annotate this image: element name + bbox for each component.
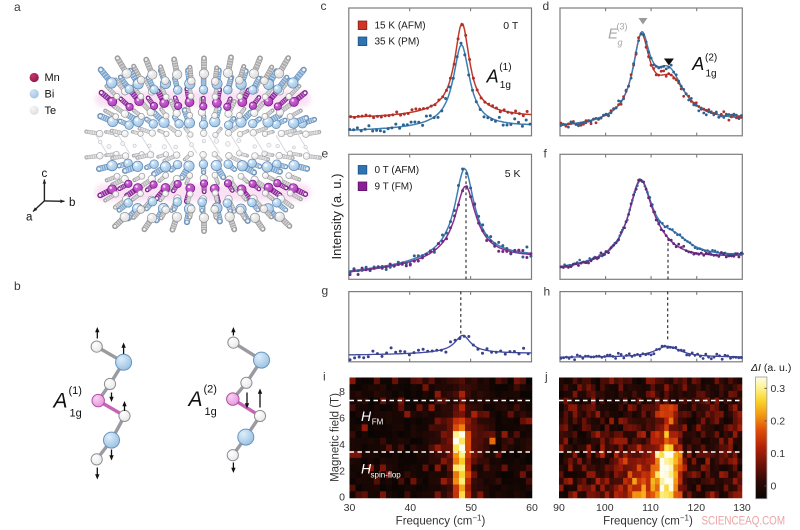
svg-text:d: d — [543, 0, 550, 13]
svg-text:Frequency (cm−1): Frequency (cm−1) — [396, 514, 486, 528]
svg-text:120: 120 — [688, 502, 706, 514]
svg-text:Bi: Bi — [45, 89, 55, 101]
svg-text:(2): (2) — [204, 384, 217, 396]
svg-text:A: A — [486, 67, 499, 87]
svg-text:ΔI (a. u.): ΔI (a. u.) — [750, 362, 791, 374]
svg-text:(1): (1) — [69, 385, 82, 397]
svg-text:30: 30 — [344, 502, 356, 514]
svg-text:c: c — [321, 0, 327, 13]
svg-text:0 T (AFM): 0 T (AFM) — [375, 165, 420, 176]
svg-text:(2): (2) — [705, 53, 717, 64]
svg-text:1g: 1g — [205, 406, 217, 418]
svg-text:Mn: Mn — [45, 72, 60, 84]
svg-text:b: b — [69, 197, 75, 209]
svg-text:A: A — [187, 388, 203, 411]
svg-text:5 K: 5 K — [505, 168, 521, 180]
svg-text:Magnetic field (T): Magnetic field (T) — [330, 393, 342, 482]
svg-text:Frequency (cm−1): Frequency (cm−1) — [603, 514, 693, 528]
svg-text:4: 4 — [339, 439, 345, 451]
svg-text:g: g — [618, 37, 623, 47]
svg-text:(3): (3) — [617, 22, 628, 32]
svg-text:E: E — [608, 26, 619, 43]
svg-text:A: A — [691, 54, 704, 74]
svg-text:h: h — [544, 285, 551, 299]
svg-text:0 T: 0 T — [503, 20, 519, 32]
svg-text:40: 40 — [404, 502, 416, 514]
svg-text:15 K (AFM): 15 K (AFM) — [375, 20, 426, 31]
svg-text:6: 6 — [339, 413, 345, 425]
svg-text:50: 50 — [465, 502, 477, 514]
svg-text:FM: FM — [372, 418, 384, 427]
svg-text:0.3: 0.3 — [771, 383, 786, 395]
svg-text:90: 90 — [553, 502, 565, 514]
svg-text:(1): (1) — [499, 62, 511, 73]
svg-text:a: a — [14, 0, 21, 14]
svg-text:Te: Te — [45, 105, 57, 117]
svg-text:0.1: 0.1 — [771, 448, 786, 460]
svg-text:1g: 1g — [70, 408, 82, 420]
svg-text:0: 0 — [339, 492, 345, 504]
svg-text:Intensity (a. u.): Intensity (a. u.) — [329, 174, 344, 260]
svg-text:i: i — [323, 369, 326, 383]
svg-text:9 T (FM): 9 T (FM) — [375, 182, 413, 193]
svg-text:g: g — [322, 284, 329, 298]
svg-text:spin-flop: spin-flop — [371, 470, 402, 479]
svg-text:c: c — [42, 168, 48, 180]
svg-text:1g: 1g — [500, 80, 511, 91]
svg-text:SCIENCEAQ.COM: SCIENCEAQ.COM — [702, 516, 786, 528]
svg-text:H: H — [361, 408, 372, 424]
svg-text:60: 60 — [526, 502, 538, 514]
svg-text:0.2: 0.2 — [771, 416, 786, 428]
svg-text:e: e — [322, 147, 329, 161]
svg-text:0: 0 — [771, 481, 777, 493]
svg-text:35 K (PM): 35 K (PM) — [375, 36, 420, 47]
svg-text:2: 2 — [339, 465, 345, 477]
svg-text:f: f — [544, 147, 548, 161]
svg-text:1g: 1g — [706, 68, 717, 79]
svg-text:100: 100 — [596, 502, 614, 514]
svg-text:8: 8 — [339, 386, 345, 398]
svg-text:j: j — [544, 369, 548, 383]
svg-text:110: 110 — [642, 502, 659, 514]
svg-text:H: H — [361, 461, 372, 477]
svg-text:A: A — [52, 390, 68, 413]
svg-text:130: 130 — [733, 502, 751, 514]
svg-text:a: a — [26, 212, 33, 224]
svg-text:b: b — [14, 279, 21, 293]
